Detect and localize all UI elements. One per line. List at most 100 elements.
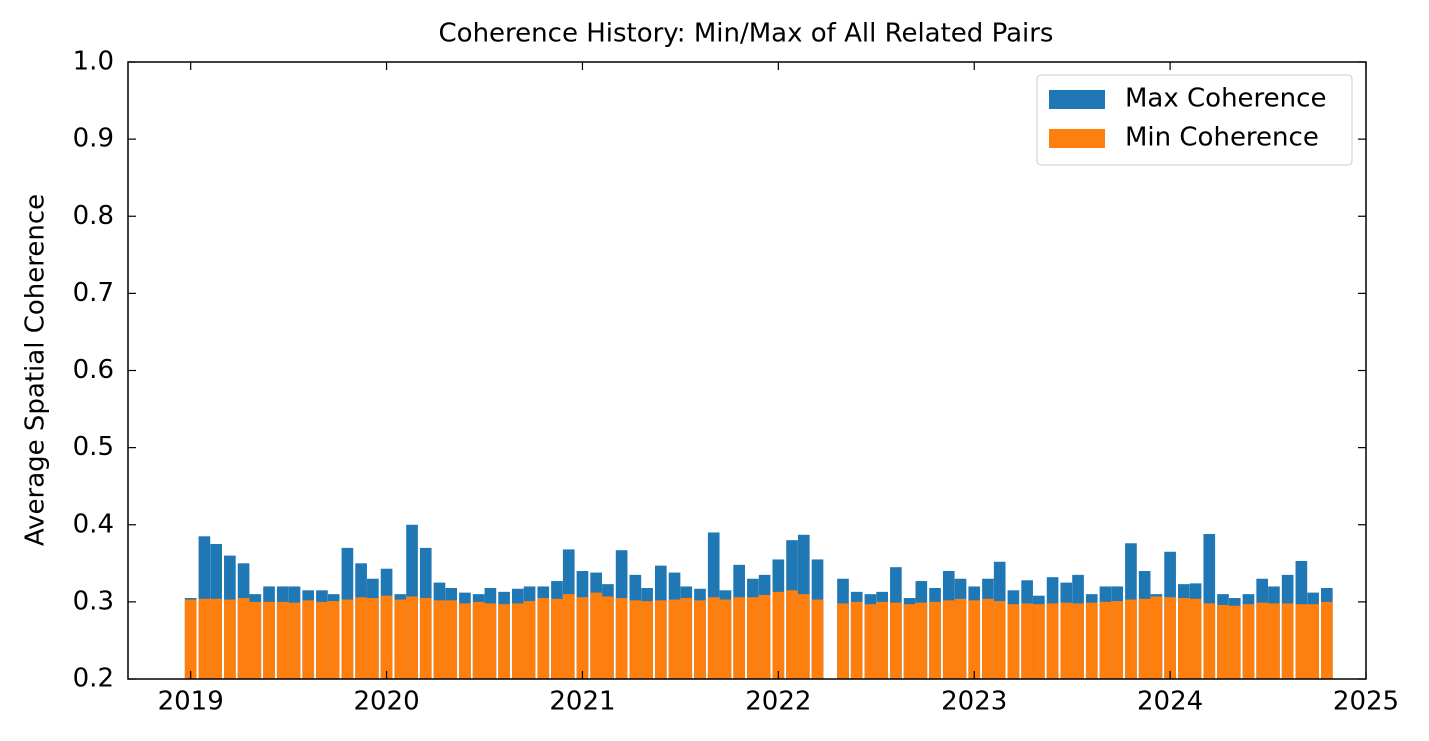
bar (1099, 601, 1112, 679)
legend-label: Max Coherence (1125, 84, 1326, 114)
bar (876, 601, 888, 679)
bar (1268, 603, 1280, 679)
bar (1125, 599, 1137, 679)
bar (903, 604, 916, 679)
bar (1085, 602, 1098, 679)
bar (1217, 604, 1229, 679)
bar (629, 600, 642, 679)
bar (537, 598, 550, 679)
bar (668, 599, 681, 679)
y-tick-label: 0.6 (73, 355, 114, 385)
bar (484, 603, 497, 679)
bar (1046, 603, 1059, 679)
bar (993, 601, 1006, 679)
bar (433, 600, 446, 679)
bar (954, 598, 967, 679)
bar (576, 597, 589, 679)
bar (198, 598, 211, 679)
bar (562, 594, 575, 679)
bar (445, 600, 458, 679)
bar (811, 599, 824, 679)
bar (316, 601, 328, 679)
y-axis-label: Average Spatial Coherence (21, 194, 51, 546)
bar (355, 597, 367, 679)
bar (1007, 604, 1020, 679)
y-tick-label: 0.8 (73, 201, 114, 231)
bar (641, 601, 653, 679)
bar (654, 600, 667, 679)
x-tick-label: 2023 (941, 687, 1007, 717)
bar (590, 592, 602, 679)
bar (1177, 598, 1190, 679)
bar (615, 598, 628, 679)
bar (184, 599, 197, 679)
bar (864, 604, 877, 679)
bar (459, 603, 471, 679)
bar (1189, 598, 1202, 679)
bar (1138, 598, 1151, 679)
bar (680, 598, 693, 679)
legend-box (1036, 74, 1353, 166)
bar (302, 600, 315, 679)
bar (288, 602, 301, 679)
bar (276, 601, 289, 679)
bar (419, 598, 432, 679)
bar (511, 603, 524, 679)
bar (380, 595, 393, 679)
bar (551, 598, 563, 679)
legend-label: Min Coherence (1125, 123, 1319, 153)
bar (1256, 602, 1269, 679)
chart-title: Coherence History: Min/Max of All Relate… (439, 19, 1054, 49)
bar (1203, 603, 1216, 679)
y-tick-label: 1.0 (73, 47, 114, 77)
bar (837, 603, 849, 679)
x-tick-label: 2020 (353, 687, 419, 717)
bar (1072, 603, 1084, 679)
y-tick-label: 0.3 (73, 586, 114, 616)
x-tick-label: 2024 (1137, 687, 1203, 717)
bar (394, 599, 407, 679)
bar (1033, 604, 1045, 679)
bar (786, 590, 798, 679)
bar (1281, 603, 1294, 679)
bar (1164, 597, 1176, 679)
bar (341, 599, 354, 679)
legend-swatch (1049, 90, 1105, 109)
bar (850, 601, 863, 679)
bar (1295, 604, 1308, 679)
bar (982, 598, 994, 679)
bar (406, 596, 418, 679)
bar (758, 594, 771, 679)
y-tick-label: 0.9 (73, 124, 114, 154)
y-tick-label: 0.4 (73, 509, 114, 539)
x-tick-label: 2025 (1333, 687, 1399, 717)
bar (694, 600, 706, 679)
y-tick-label: 0.5 (73, 432, 114, 462)
bar (523, 601, 536, 679)
x-tick-label: 2021 (549, 687, 615, 717)
bar (1307, 604, 1319, 679)
bar (210, 598, 222, 679)
bar (472, 601, 485, 679)
bar (1228, 605, 1241, 679)
bar (1111, 601, 1124, 679)
bar (1021, 603, 1033, 679)
bar (968, 600, 981, 679)
bar (929, 601, 941, 679)
bar (915, 602, 928, 679)
bar (498, 604, 510, 679)
bar (747, 597, 759, 679)
bar (719, 599, 732, 679)
bar (1242, 604, 1255, 679)
bar (237, 598, 250, 679)
bar (797, 594, 810, 679)
bar (224, 599, 236, 679)
bar (772, 591, 785, 679)
bar (942, 600, 955, 679)
bar (733, 597, 745, 679)
x-tick-label: 2019 (158, 687, 224, 717)
y-tick-label: 0.7 (73, 278, 114, 308)
bars (184, 524, 1333, 679)
bar (263, 601, 275, 679)
